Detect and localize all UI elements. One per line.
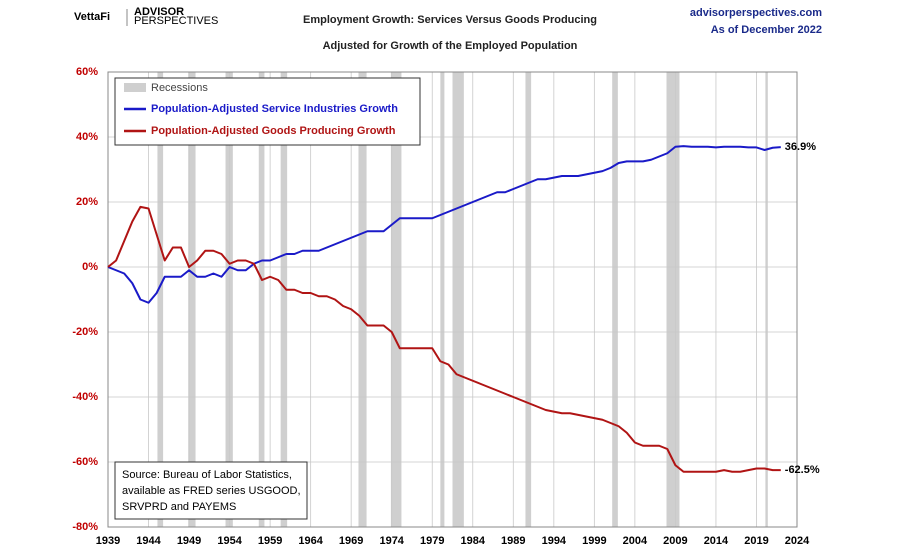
x-tick-label: 2024 [785,535,810,547]
legend-label: Population-Adjusted Service Industries G… [151,103,398,115]
y-tick-label: 20% [76,196,98,208]
logo-line: PERSPECTIVES [134,15,218,27]
y-tick-label: -40% [72,391,98,403]
x-tick-label: 1999 [582,535,606,547]
x-tick-label: 1959 [258,535,282,547]
chart-title: Employment Growth: Services Versus Goods… [303,14,597,26]
x-tick-label: 2014 [704,535,729,547]
x-tick-label: 1974 [379,535,404,547]
series-line [107,145,781,304]
chart-subtitle: Adjusted for Growth of the Employed Popu… [323,40,578,52]
logo-line: ADVISOR [134,6,184,18]
recession-band [390,72,402,527]
recession-band [280,72,288,527]
y-tick-label: 40% [76,131,98,143]
source-box [114,461,308,520]
x-tick-label: 1979 [420,535,444,547]
end-label: -62.5% [785,464,820,476]
x-tick-label: 1949 [177,535,201,547]
end-label: 36.9% [785,141,816,153]
x-tick-label: 2009 [663,535,687,547]
x-tick-label: 1954 [217,535,242,547]
x-tick-label: 1939 [96,535,120,547]
recession-band [225,72,233,527]
x-tick-label: 2019 [744,535,768,547]
source-line: available as FRED series USGOOD, [122,485,301,497]
y-tick-label: -20% [72,326,98,338]
x-tick-label: 1989 [501,535,525,547]
logo-brand: VettaFi [74,11,110,23]
recession-band [358,72,367,527]
y-tick-label: 60% [76,66,98,78]
recession-band [765,72,768,527]
y-tick-label: 0% [82,261,98,273]
recession-band [258,72,265,527]
recession-band [452,72,464,527]
x-tick-label: 1964 [298,535,323,547]
x-tick-label: 1969 [339,535,363,547]
y-tick-label: -80% [72,521,98,533]
source-line: SRVPRD and PAYEMS [122,501,236,513]
recession-band [188,72,196,527]
x-tick-label: 1944 [136,535,161,547]
recession-band [612,72,618,527]
recession-band [525,72,532,527]
site: advisorperspectives.com [690,7,822,19]
recession-band [666,72,680,527]
as-of: As of December 2022 [711,24,822,36]
legend-box [114,77,421,146]
recession-band [440,72,445,527]
x-tick-label: 1994 [542,535,567,547]
y-tick-label: -60% [72,456,98,468]
legend-label: Population-Adjusted Goods Producing Grow… [151,125,396,137]
series-line [107,205,781,473]
source-line: Source: Bureau of Labor Statistics, [122,469,292,481]
recession-band [157,72,164,527]
legend-label: Recessions [151,82,208,94]
plot-frame [107,71,798,528]
x-tick-label: 1984 [461,535,486,547]
x-tick-label: 2004 [623,535,648,547]
legend-swatch [124,83,146,92]
